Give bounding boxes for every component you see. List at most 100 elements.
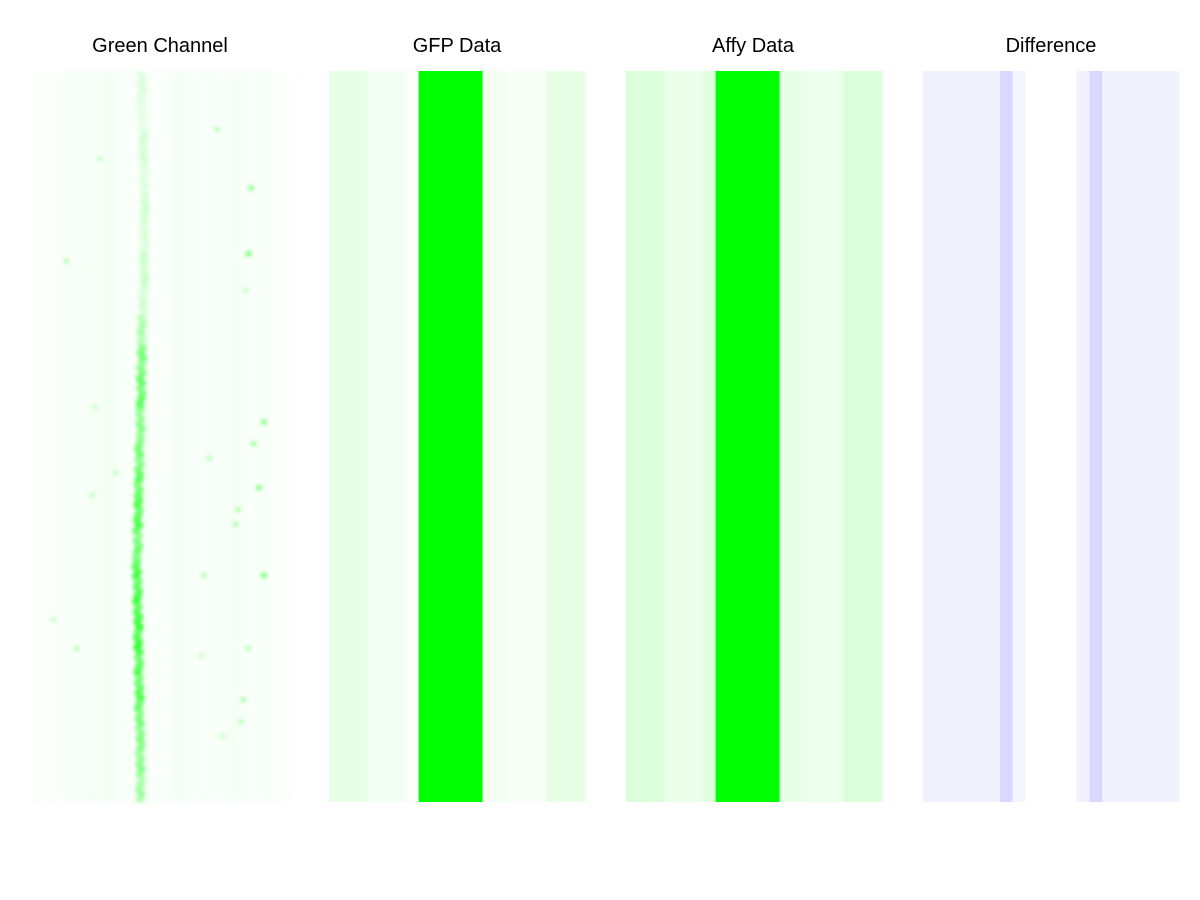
green-channel-stripe-segment [135,441,144,448]
green-channel-cell [246,345,259,377]
green-channel-stripe-segment [137,380,146,387]
green-channel-cell [73,192,85,224]
green-channel-cell [170,619,183,651]
green-channel-cell [160,680,172,712]
green-channel-cell [268,375,280,407]
green-channel-stripe-segment [137,360,146,366]
green-channel-cell [192,466,204,499]
green-channel-cell [225,619,237,651]
green-channel-cell [40,406,53,438]
green-channel-cell [257,345,269,377]
green-channel-cell [225,375,237,407]
green-channel-cell [84,588,96,620]
green-channel-stripe-segment [134,456,143,463]
green-channel-cell [149,253,161,285]
green-channel-stripe-segment [134,492,143,498]
green-channel-stripe-segment [133,583,141,590]
panel-title-green-channel: Green Channel [92,35,228,57]
green-channel-cell [214,558,226,590]
heatmap-column-3 [354,71,368,802]
green-channel-cell [246,710,259,742]
green-channel-cell [84,619,96,651]
green-channel-cell [257,527,269,559]
green-channel-cell [214,741,226,773]
green-channel-cell [105,162,118,194]
green-channel-cell [51,558,64,590]
green-channel-cell [246,314,259,346]
green-channel-cell [95,71,107,103]
green-channel-cell [170,527,183,559]
green-channel-cell [181,284,194,316]
green-channel-cell [203,101,215,133]
green-channel-cell [95,131,107,163]
green-channel-cell [225,223,237,255]
green-channel-stripe-segment [135,487,144,493]
green-channel-cell [149,771,161,803]
green-channel-speckle-2 [97,155,104,162]
green-channel-cell [116,345,129,377]
green-channel-cell [225,710,237,742]
green-channel-cell [181,101,194,133]
green-channel-cell [84,741,96,773]
green-channel-cell [51,345,64,377]
green-channel-stripe-segment [141,228,150,234]
green-channel-stripe-segment [137,741,146,747]
green-channel-stripe-segment [139,86,147,92]
green-channel-cell [30,71,42,103]
green-channel-stripe-segment [138,370,147,377]
green-channel-cell [246,101,259,133]
green-channel-cell [138,466,150,499]
green-channel-cell [40,497,53,529]
green-channel-cell [246,680,259,712]
green-channel-cell [149,314,161,346]
green-channel-cell [279,101,291,133]
green-channel-cell [73,375,85,407]
green-channel-cell [170,223,183,255]
green-channel-cell [149,375,161,407]
green-channel-stripe-segment [134,690,143,696]
green-channel-cell [95,680,107,712]
green-channel-stripe-segment [140,243,149,250]
green-channel-cell [225,345,237,377]
green-channel-cell [279,497,291,529]
green-channel-cell [279,131,291,163]
green-channel-stripe-segment [135,761,144,767]
heatmap-column-14 [495,71,509,802]
green-channel-cell [268,71,280,103]
green-channel-cell [160,466,172,499]
green-channel-cell [149,162,161,194]
green-channel-cell [127,375,139,407]
green-channel-cell [160,406,172,438]
green-channel-cell [203,741,215,773]
green-channel-cell [40,284,53,316]
green-channel-cell [160,284,172,316]
green-channel-stripe-segment [136,756,145,762]
green-channel-stripe-segment [139,319,147,326]
heatmap-column-12 [1063,71,1078,802]
green-channel-cell [116,253,129,285]
green-channel-cell [181,192,194,224]
green-channel-cell [246,436,259,468]
green-channel-cell [246,649,259,681]
green-channel-cell [30,253,42,285]
green-channel-cell [192,192,204,224]
green-channel-cell [170,101,183,133]
green-channel-cell [160,741,172,773]
green-channel-cell [268,741,280,773]
green-channel-cell [192,741,204,773]
green-channel-cell [40,314,53,346]
green-channel-cell [73,771,85,803]
green-channel-stripe-segment [137,116,146,123]
green-channel-cell [268,588,280,620]
green-channel-cell [214,466,226,499]
heatmap-column-13 [779,71,793,802]
green-channel-stripe-segment [136,329,145,336]
green-channel-cell [30,741,42,773]
green-channel-cell [181,741,194,773]
green-channel-cell [225,558,237,590]
green-channel-stripe-segment [137,791,146,798]
green-channel-cell [73,71,85,103]
green-channel-cell [84,406,96,438]
green-channel-stripe-segment [136,720,145,727]
